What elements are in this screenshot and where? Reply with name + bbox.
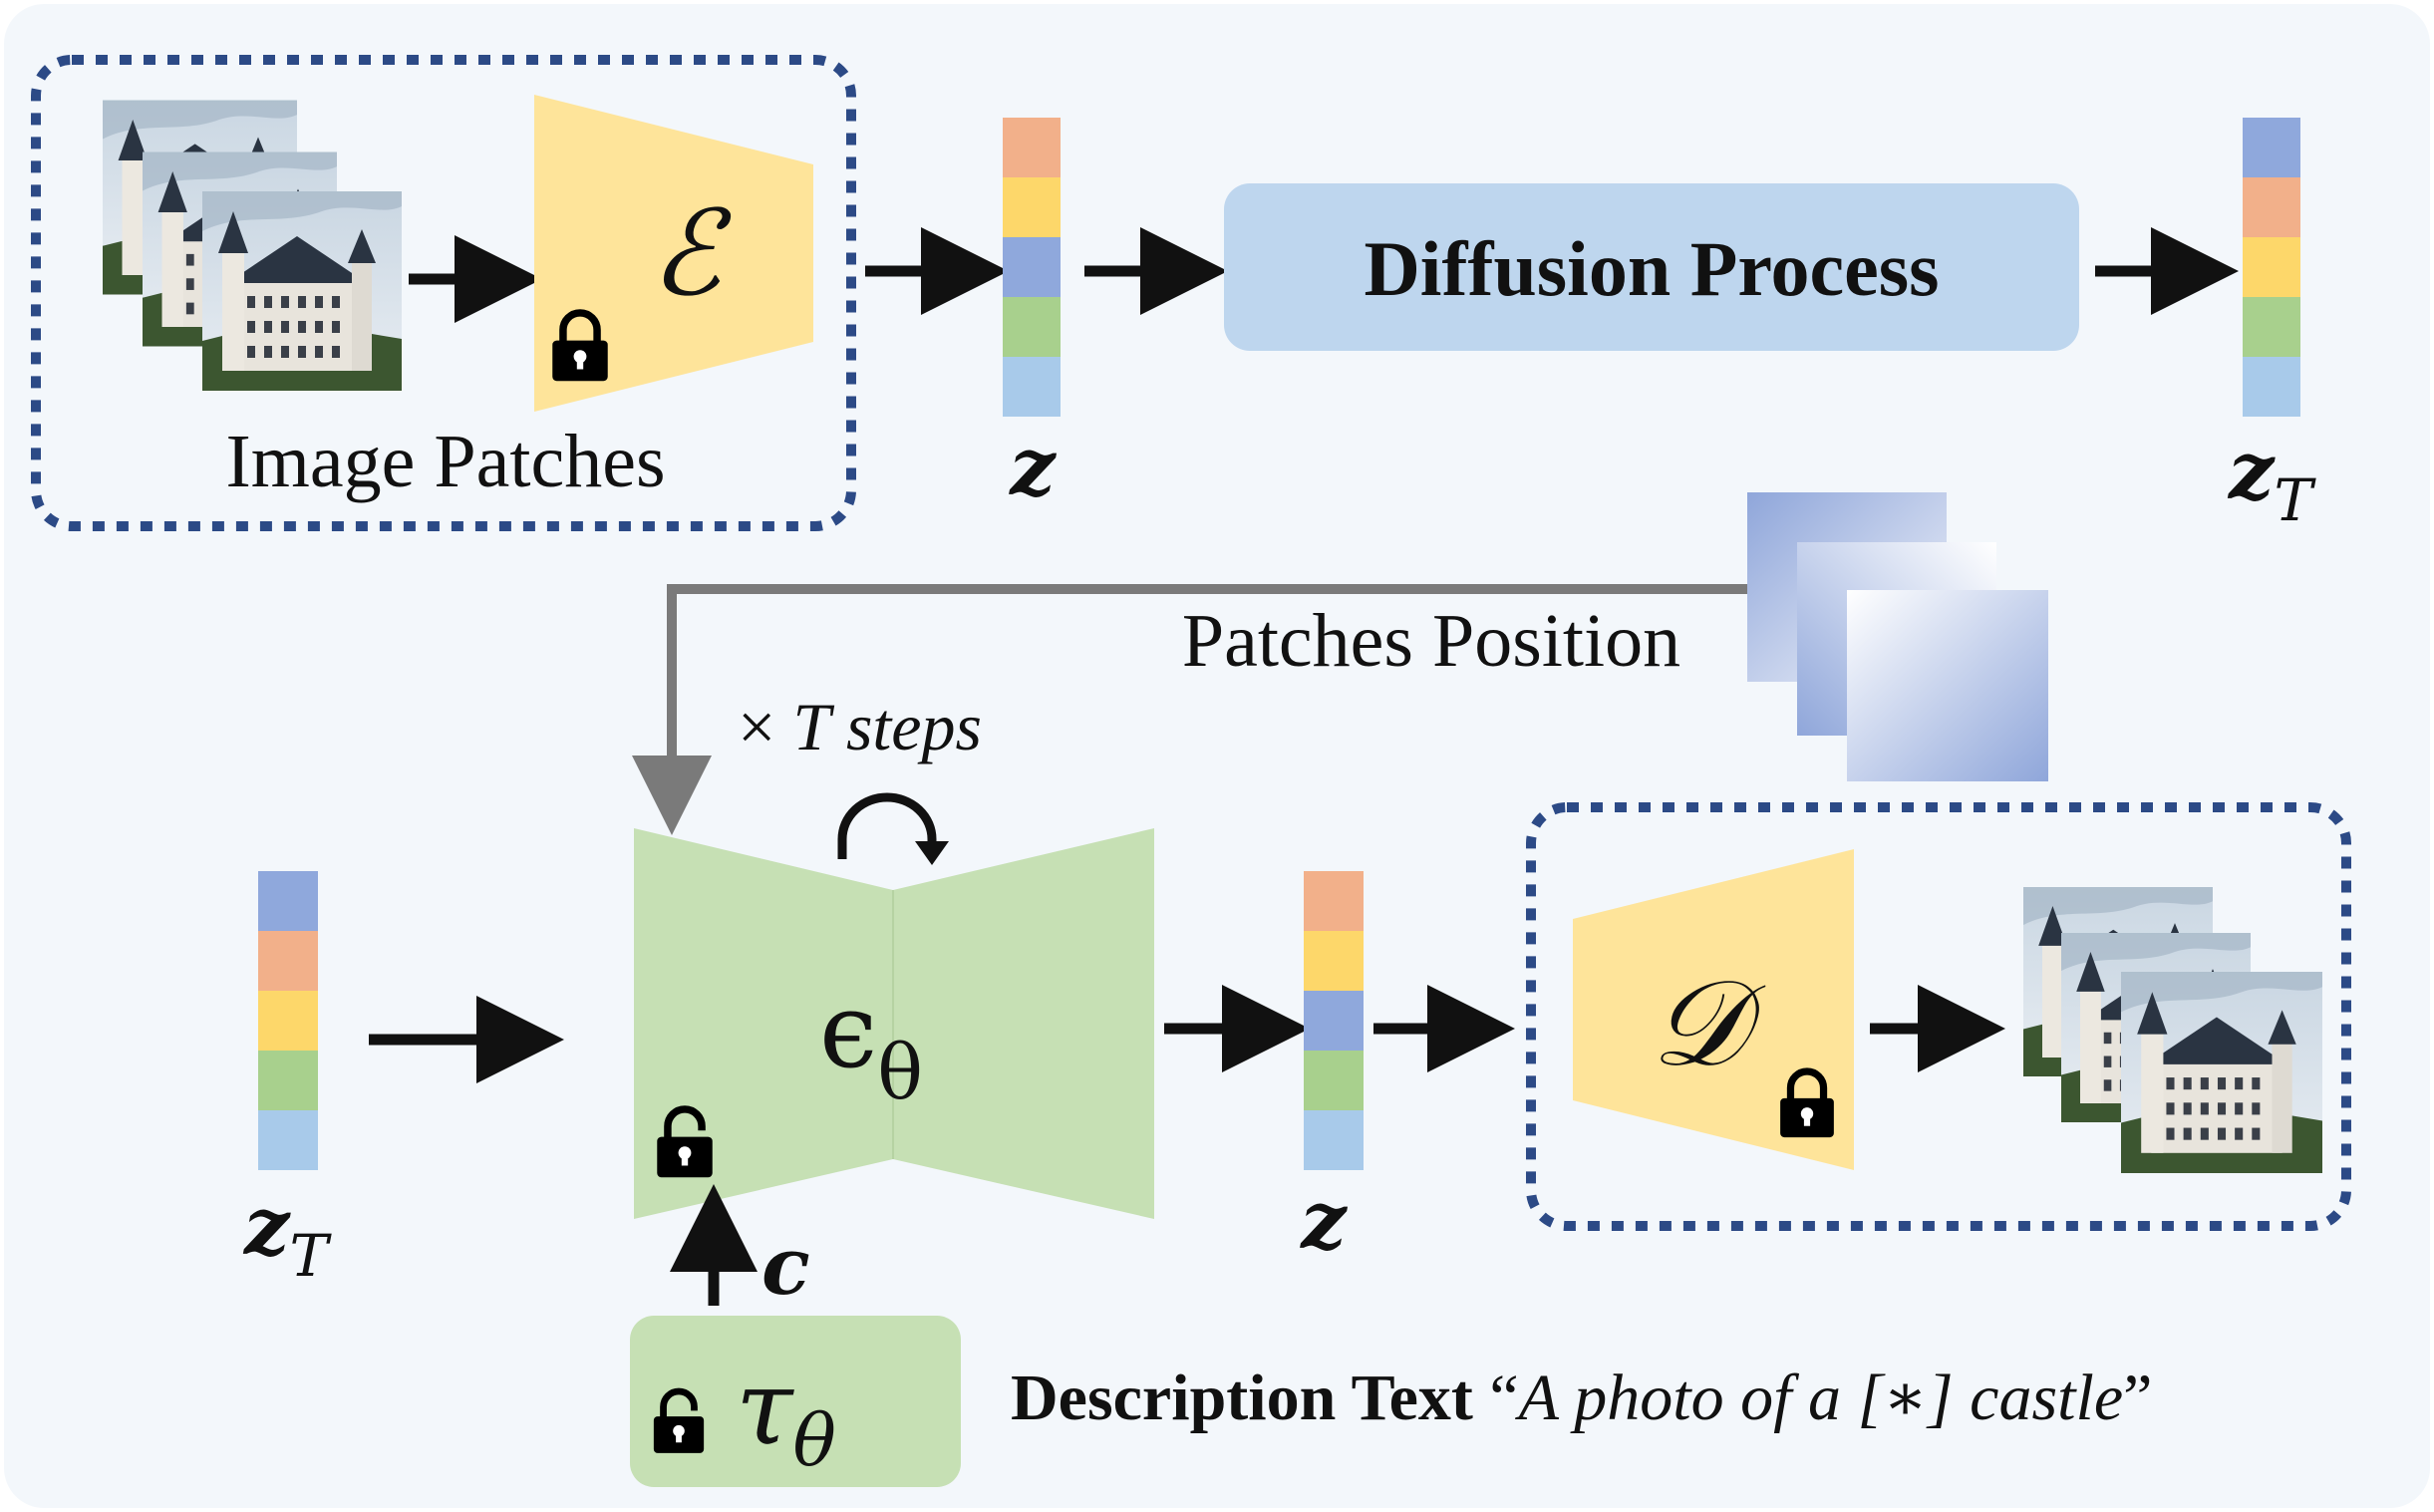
image-patches-label: Image Patches [225, 420, 665, 503]
patches-position-label: Patches Position [1182, 599, 1680, 683]
description-text: Description Text “A photo of a [∗] castl… [1011, 1361, 2152, 1434]
unet-symbol: ϵθ [819, 970, 923, 1116]
loop-arrow-icon [837, 792, 949, 865]
latent-zT-top [2243, 118, 2300, 417]
latent-zT-bottom [258, 871, 318, 1170]
steps-label: × T steps [738, 689, 982, 764]
text-encoder-symbol: τθ [736, 1347, 836, 1482]
zT-label-top: zT [2227, 424, 2316, 534]
decoder-block [1573, 849, 1854, 1170]
encoder-block [534, 95, 813, 412]
arrow-position-to-unet [632, 584, 1747, 835]
latent-z-top [1003, 118, 1061, 417]
c-label: c [761, 1219, 810, 1313]
encoder-symbol: ℰ [650, 184, 732, 322]
latent-z-bottom [1304, 871, 1364, 1170]
diffusion-process-label: Diffusion Process [1364, 225, 1939, 312]
zT-label-bottom: zT [242, 1179, 332, 1290]
z-label-bottom: z [1299, 1173, 1348, 1267]
text-encoder-box [630, 1316, 961, 1487]
diffusion-process-box [1224, 183, 2079, 351]
position-squares-icon [1747, 492, 2048, 781]
z-label-top: z [1008, 420, 1057, 513]
